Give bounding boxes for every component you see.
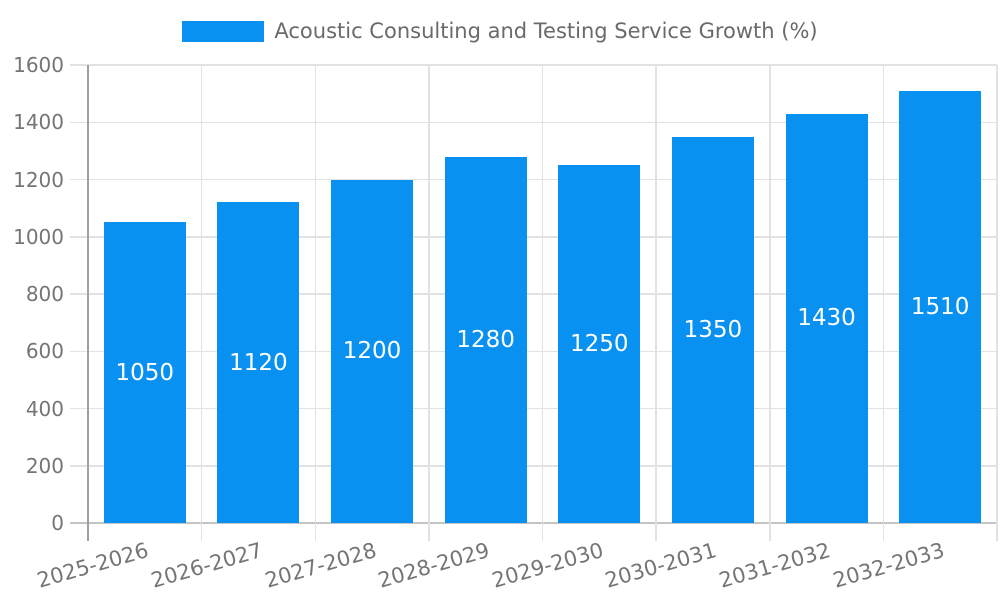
- y-tick-label: 0: [51, 511, 64, 535]
- bar-value-label: 1200: [342, 338, 402, 365]
- x-tick-label: 2026-2027: [148, 538, 266, 593]
- v-gridline: [200, 65, 203, 541]
- bar-value-label: 1120: [229, 349, 288, 376]
- bar: [558, 165, 641, 523]
- bar: [103, 222, 186, 523]
- bar-value-label: 1350: [683, 316, 743, 343]
- x-tick-label: 2032-2033: [830, 538, 947, 593]
- v-gridline: [655, 65, 657, 541]
- legend-label: Acoustic Consulting and Testing Service …: [274, 19, 818, 43]
- v-gridline: [314, 65, 316, 541]
- v-gridline: [996, 65, 998, 541]
- bar-value-label: 1430: [797, 305, 856, 332]
- v-gridline: [882, 65, 885, 541]
- y-axis-line: [87, 65, 89, 541]
- bar: [671, 136, 754, 523]
- y-tick-label: 400: [25, 396, 64, 421]
- bar-value-label: 1510: [910, 293, 970, 320]
- bar: [785, 113, 868, 523]
- v-gridline: [541, 65, 544, 541]
- x-tick-label: 2028-2029: [375, 538, 493, 593]
- x-tick-label: 2030-2031: [602, 538, 720, 593]
- h-gridline: [70, 465, 997, 467]
- y-tick-label: 600: [25, 339, 64, 364]
- h-gridline: [70, 407, 997, 410]
- bar: [899, 90, 982, 523]
- h-gridline: [70, 293, 997, 295]
- y-tick-label: 800: [25, 282, 64, 306]
- x-tick-label: 2029-2030: [489, 538, 606, 593]
- bar: [444, 156, 527, 523]
- v-gridline: [428, 65, 430, 541]
- y-tick-label: 1400: [13, 110, 64, 135]
- y-tick-label: 1200: [13, 167, 64, 192]
- legend: Acoustic Consulting and Testing Service …: [0, 17, 1000, 45]
- x-axis-baseline: [70, 522, 997, 524]
- h-gridline: [70, 178, 997, 181]
- v-gridline: [769, 65, 771, 541]
- bar: [217, 202, 300, 523]
- bar-value-label: 1280: [456, 326, 515, 353]
- bar-value-label: 1250: [570, 331, 629, 358]
- h-gridline: [70, 64, 997, 66]
- x-tick-label: 2031-2032: [716, 538, 834, 593]
- y-tick-label: 200: [25, 453, 64, 478]
- y-tick-label: 1600: [13, 53, 64, 77]
- bar: [331, 179, 414, 523]
- bar-value-label: 1050: [115, 359, 175, 386]
- h-gridline: [70, 236, 997, 238]
- x-tick-label: 2027-2028: [262, 538, 379, 593]
- h-gridline: [70, 350, 997, 352]
- h-gridline: [70, 121, 997, 123]
- y-tick-label: 1000: [13, 224, 64, 249]
- x-tick-label: 2025-2026: [34, 538, 152, 593]
- legend-swatch: [182, 20, 265, 42]
